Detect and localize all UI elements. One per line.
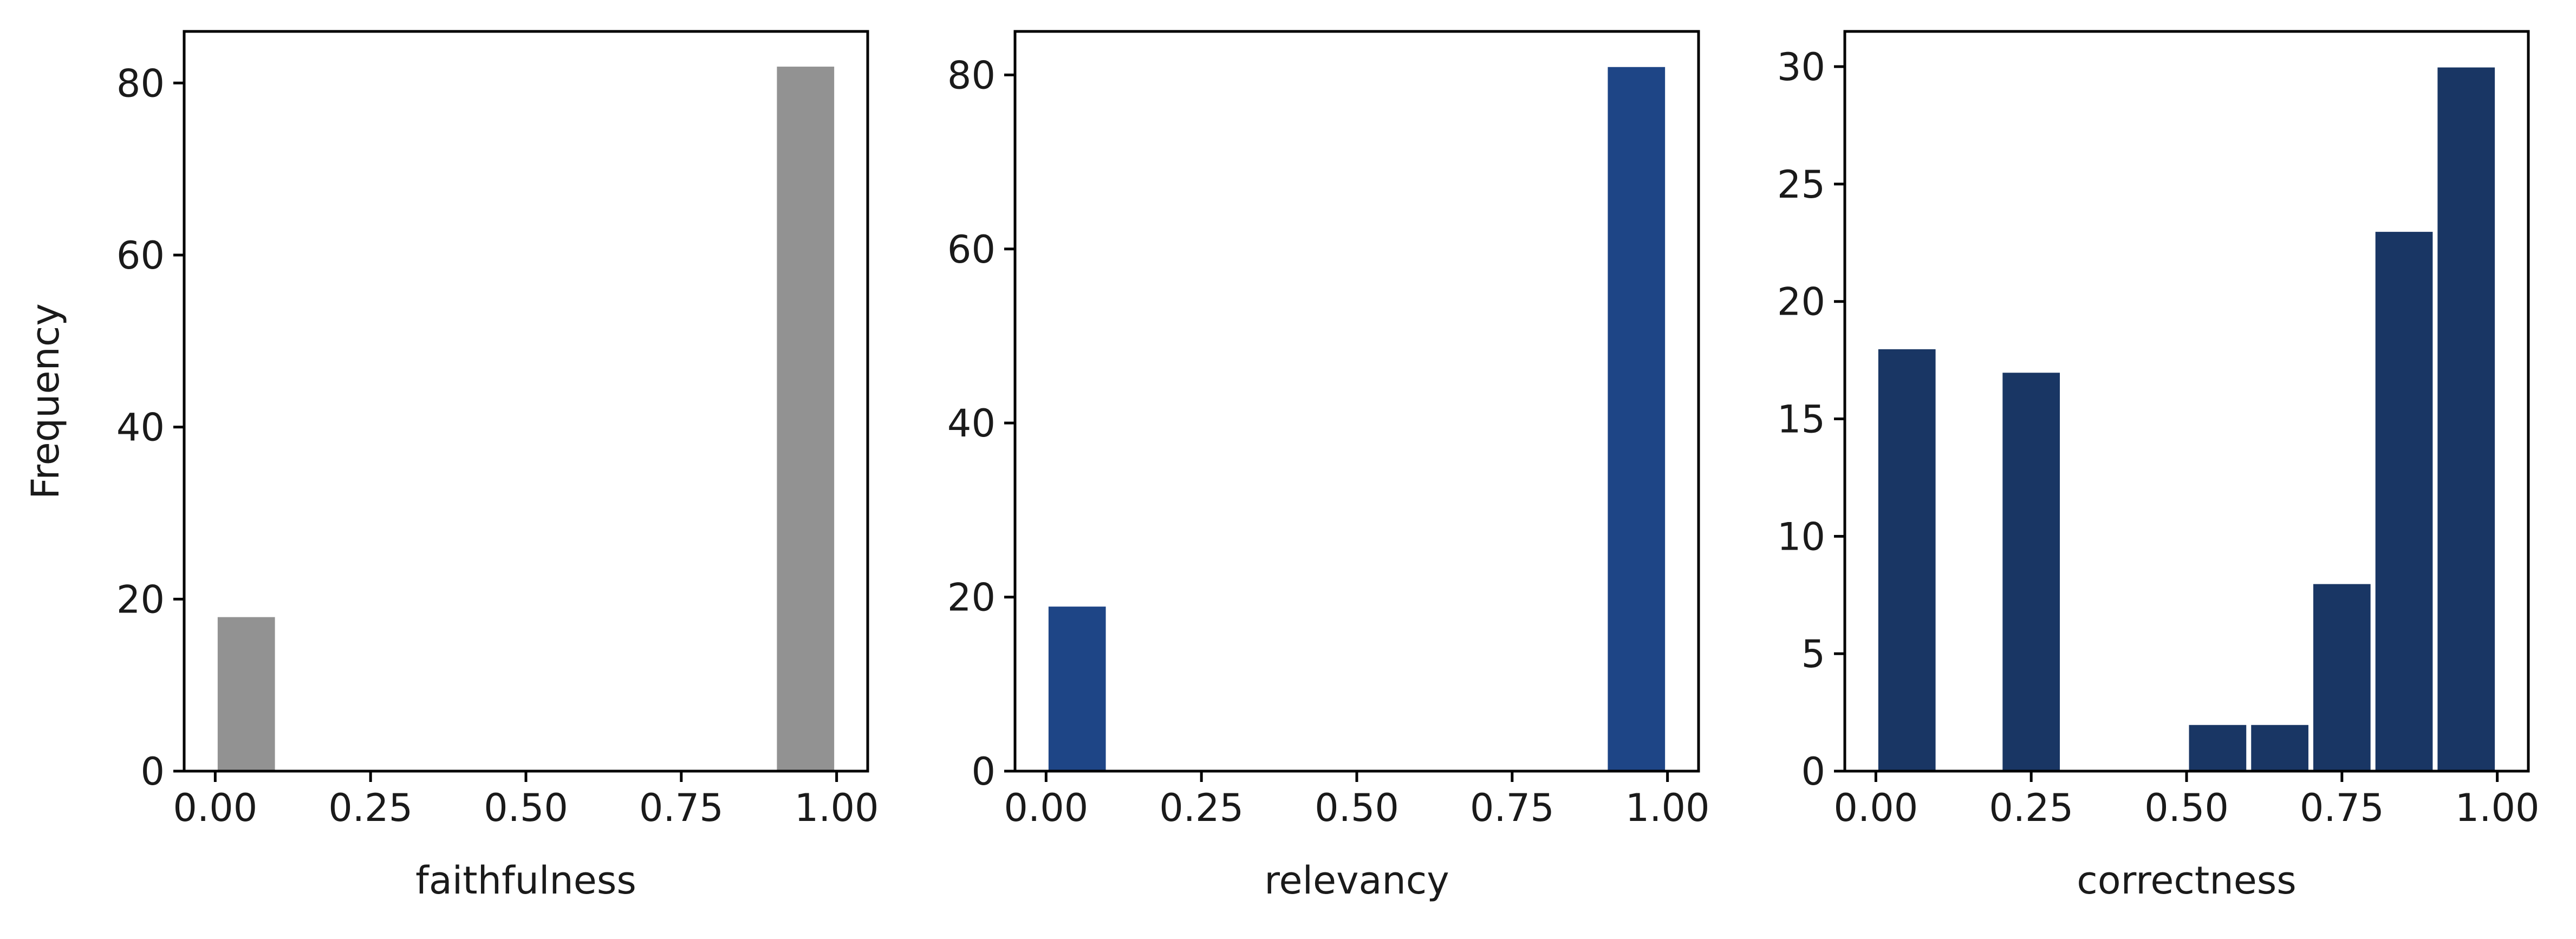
x-tick-label: 0.00	[1004, 786, 1088, 830]
x-tick-label: 0.00	[1833, 786, 1918, 830]
x-tick-label: 1.00	[1625, 786, 1710, 830]
y-tick-label: 30	[1777, 45, 1825, 89]
y-axis-label: Frequency	[23, 303, 68, 499]
y-tick-label: 10	[1777, 514, 1825, 559]
x-tick-label: 0.50	[1315, 786, 1399, 830]
histogram-bar	[1876, 347, 1937, 772]
y-tick-label: 80	[947, 53, 996, 97]
histogram-panel-faithfulness: 0.00 0.25 0.50 0.75 1.00 0 20 40 60 80 faithfulnes…	[23, 30, 879, 903]
histogram-bar	[2436, 66, 2497, 772]
histogram-panel-relevancy: 0.00 0.25 0.50 0.75 1.00 0 20 40 60 80 relevancy	[947, 30, 1710, 903]
x-tick-label: 0.75	[639, 786, 724, 830]
x-tick-label: 0.50	[484, 786, 568, 830]
x-tick-label: 0.25	[1159, 786, 1244, 830]
x-axis-label: faithfulness	[415, 858, 636, 903]
y-tick-label: 40	[116, 406, 165, 450]
histogram-panel-correctness: 0.00 0.25 0.50 0.75 1.00 0 5 10 15 20 25 30 correctn…	[1777, 30, 2540, 903]
histogram-bar	[216, 615, 277, 772]
y-tick-label: 40	[947, 401, 996, 446]
histogram-bar	[2311, 582, 2372, 772]
x-tick-label: 0.25	[1989, 786, 2073, 830]
histogram-bar	[2187, 723, 2248, 772]
x-tick-label: 0.25	[328, 786, 413, 830]
y-tick-label: 60	[116, 233, 165, 278]
x-tick-label: 1.00	[2455, 786, 2540, 830]
y-tick-label: 20	[116, 577, 165, 622]
x-axis-label: correctness	[2077, 858, 2296, 903]
y-tick-label: 25	[1777, 162, 1825, 207]
y-tick-label: 0	[971, 749, 996, 794]
histogram-bar	[2373, 230, 2435, 772]
y-tick-label: 0	[140, 749, 165, 794]
histogram-bar	[2001, 371, 2062, 772]
y-tick-label: 0	[1801, 749, 1825, 794]
histogram-bar	[2249, 723, 2310, 772]
y-tick-label: 20	[1777, 280, 1825, 324]
histogram-bar	[775, 65, 836, 772]
x-tick-label: 0.75	[1470, 786, 1554, 830]
x-axis-label: relevancy	[1264, 858, 1449, 903]
x-tick-label: 0.50	[2144, 786, 2229, 830]
x-tick-label: 0.75	[2300, 786, 2384, 830]
histogram-bar	[1606, 65, 1667, 772]
y-tick-label: 5	[1801, 632, 1825, 676]
histogram-bar	[1046, 605, 1108, 772]
x-tick-label: 1.00	[795, 786, 879, 830]
y-tick-label: 60	[947, 227, 996, 272]
x-tick-label: 0.00	[173, 786, 257, 830]
y-tick-label: 80	[116, 61, 165, 106]
y-tick-label: 15	[1777, 397, 1825, 442]
y-tick-label: 20	[947, 576, 996, 620]
